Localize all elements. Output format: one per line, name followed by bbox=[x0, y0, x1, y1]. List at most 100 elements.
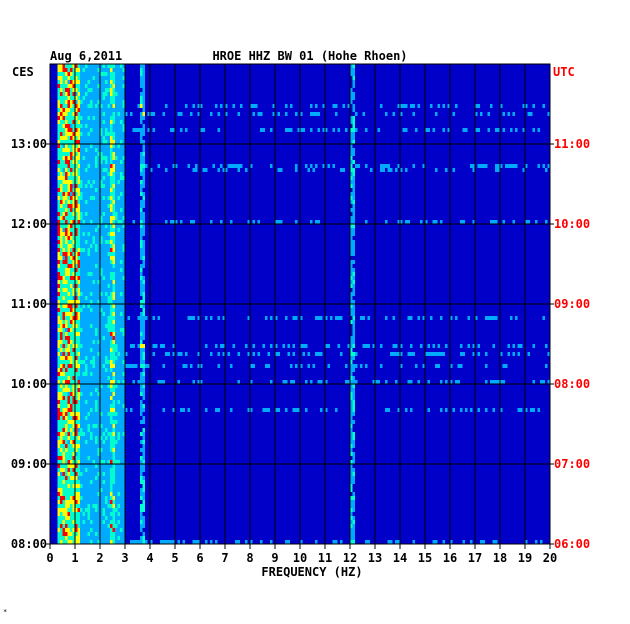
spectrogram-cell bbox=[65, 148, 68, 152]
spectrogram-cell bbox=[85, 384, 88, 388]
spectrogram-cell bbox=[80, 64, 83, 68]
spectrogram-cell bbox=[122, 484, 125, 488]
spectrogram-cell bbox=[67, 364, 70, 368]
spectrogram-cell bbox=[97, 236, 100, 240]
spectrogram-cell bbox=[112, 136, 115, 140]
spectrogram-cell bbox=[65, 392, 68, 396]
spectrogram-cell bbox=[322, 128, 325, 132]
spectrogram-cell bbox=[60, 472, 63, 476]
spectrogram-cell bbox=[352, 516, 355, 520]
spectrogram-cell bbox=[102, 64, 105, 68]
spectrogram-cell bbox=[57, 452, 60, 456]
spectrogram-cell bbox=[122, 420, 125, 424]
spectrogram-cell bbox=[95, 368, 98, 372]
spectrogram-cell bbox=[87, 464, 90, 468]
spectrogram-cell bbox=[130, 540, 133, 544]
spectrogram-cell bbox=[117, 316, 120, 320]
spectrogram-cell bbox=[107, 428, 110, 432]
spectrogram-cell bbox=[390, 540, 393, 544]
spectrogram-cell bbox=[60, 64, 63, 68]
spectrogram-cell bbox=[60, 256, 63, 260]
spectrogram-cell bbox=[65, 360, 68, 364]
spectrogram-cell bbox=[57, 96, 60, 100]
spectrogram-cell bbox=[117, 284, 120, 288]
spectrogram-cell bbox=[67, 140, 70, 144]
spectrogram-cell bbox=[72, 316, 75, 320]
spectrogram-cell bbox=[372, 344, 375, 348]
spectrogram-cell bbox=[90, 304, 93, 308]
spectrogram-cell bbox=[112, 412, 115, 416]
spectrogram-cell bbox=[115, 116, 118, 120]
spectrogram-cell bbox=[107, 328, 110, 332]
spectrogram-cell bbox=[85, 184, 88, 188]
spectrogram-cell bbox=[62, 372, 65, 376]
spectrogram-cell bbox=[122, 300, 125, 304]
spectrogram-cell bbox=[65, 116, 68, 120]
spectrogram-cell bbox=[82, 524, 85, 528]
spectrogram-cell bbox=[107, 456, 110, 460]
x-tick-label: 11 bbox=[318, 551, 332, 565]
spectrogram-cell bbox=[110, 324, 113, 328]
spectrogram-cell bbox=[100, 116, 103, 120]
spectrogram-cell bbox=[350, 132, 353, 136]
spectrogram-cell bbox=[105, 484, 108, 488]
spectrogram-cell bbox=[60, 96, 63, 100]
spectrogram-cell bbox=[62, 320, 65, 324]
spectrogram-cell bbox=[112, 448, 115, 452]
spectrogram-cell bbox=[105, 320, 108, 324]
spectrogram-cell bbox=[105, 280, 108, 284]
spectrogram-cell bbox=[270, 164, 273, 168]
spectrogram-cell bbox=[105, 460, 108, 464]
spectrogram-cell bbox=[350, 448, 353, 452]
spectrogram-cell bbox=[105, 516, 108, 520]
spectrogram-cell bbox=[430, 104, 433, 108]
spectrogram-cell bbox=[92, 256, 95, 260]
spectrogram-cell bbox=[100, 420, 103, 424]
spectrogram-cell bbox=[87, 444, 90, 448]
spectrogram-cell bbox=[197, 352, 200, 356]
spectrogram-cell bbox=[105, 260, 108, 264]
spectrogram-cell bbox=[117, 144, 120, 148]
spectrogram-cell bbox=[102, 196, 105, 200]
spectrogram-cell bbox=[110, 416, 113, 420]
spectrogram-cell bbox=[112, 68, 115, 72]
spectrogram-cell bbox=[77, 508, 80, 512]
spectrogram-cell bbox=[100, 432, 103, 436]
spectrogram-cell bbox=[480, 164, 483, 168]
spectrogram-cell bbox=[110, 316, 113, 320]
spectrogram-cell bbox=[65, 68, 68, 72]
spectrogram-cell bbox=[65, 404, 68, 408]
spectrogram-cell bbox=[352, 412, 355, 416]
spectrogram-cell bbox=[185, 352, 188, 356]
spectrogram-cell bbox=[202, 128, 205, 132]
spectrogram-cell bbox=[100, 64, 103, 68]
spectrogram-cell bbox=[295, 168, 298, 172]
spectrogram-cell bbox=[95, 448, 98, 452]
spectrogram-cell bbox=[77, 424, 80, 428]
spectrogram-cell bbox=[502, 112, 505, 116]
spectrogram-cell bbox=[122, 128, 125, 132]
spectrogram-cell bbox=[310, 112, 313, 116]
spectrogram-cell bbox=[117, 532, 120, 536]
left-time-label: 09:00 bbox=[11, 457, 47, 471]
spectrogram-cell bbox=[75, 412, 78, 416]
spectrogram-cell bbox=[352, 180, 355, 184]
spectrogram-cell bbox=[117, 108, 120, 112]
spectrogram-cell bbox=[97, 296, 100, 300]
spectrogram-cell bbox=[140, 168, 143, 172]
spectrogram-cell bbox=[125, 112, 128, 116]
spectrogram-cell bbox=[142, 80, 145, 84]
spectrogram-cell bbox=[142, 244, 145, 248]
spectrogram-cell bbox=[107, 308, 110, 312]
spectrogram-cell bbox=[122, 304, 125, 308]
spectrogram-cell bbox=[67, 204, 70, 208]
spectrogram-cell bbox=[140, 276, 143, 280]
spectrogram-cell bbox=[67, 400, 70, 404]
spectrogram-cell bbox=[545, 364, 548, 368]
spectrogram-cell bbox=[60, 388, 63, 392]
spectrogram-cell bbox=[105, 200, 108, 204]
spectrogram-cell bbox=[75, 472, 78, 476]
spectrogram-cell bbox=[120, 416, 123, 420]
spectrogram-cell bbox=[197, 540, 200, 544]
